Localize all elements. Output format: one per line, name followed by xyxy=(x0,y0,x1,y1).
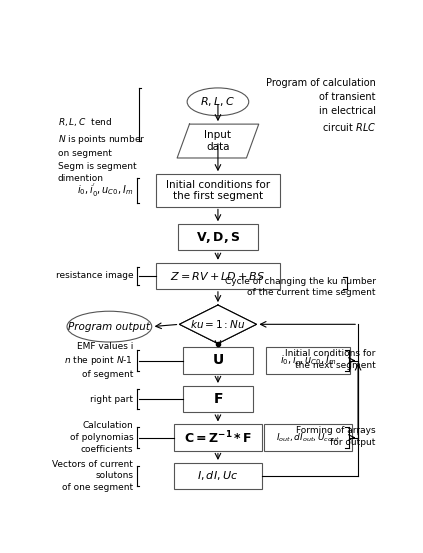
Text: Vectors of current
solutons
of one segment: Vectors of current solutons of one segme… xyxy=(52,460,133,492)
Polygon shape xyxy=(177,124,259,158)
FancyBboxPatch shape xyxy=(174,463,262,489)
Text: $ku=1:Nu$: $ku=1:Nu$ xyxy=(190,319,246,330)
Text: Calculation
of polynomias
coefficients: Calculation of polynomias coefficients xyxy=(70,421,133,454)
Polygon shape xyxy=(179,305,256,343)
Text: Program output: Program output xyxy=(69,322,150,332)
Text: $I_{out}, dI_{out}, U_{cout}$: $I_{out}, dI_{out}, U_{cout}$ xyxy=(276,431,340,444)
Text: Initial conditions for
the first segment: Initial conditions for the first segment xyxy=(166,180,270,201)
FancyBboxPatch shape xyxy=(157,263,280,289)
FancyBboxPatch shape xyxy=(178,224,258,251)
FancyBboxPatch shape xyxy=(183,386,253,412)
FancyBboxPatch shape xyxy=(157,174,280,206)
Text: resistance image: resistance image xyxy=(55,272,133,280)
Text: right part: right part xyxy=(90,394,133,404)
Text: Cycle of changing the ku number
of the current time segment: Cycle of changing the ku number of the c… xyxy=(225,276,376,298)
Text: $Z = RV + LD + BS$: $Z = RV + LD + BS$ xyxy=(170,270,266,282)
Text: $R, L, C$  tend
$N$ is points number
on segment
Segm is segment
dimention: $R, L, C$ tend $N$ is points number on s… xyxy=(58,117,145,184)
Text: Initial conditions for
the next segment: Initial conditions for the next segment xyxy=(286,349,376,370)
Text: $\mathbf{C=Z^{-1}*F}$: $\mathbf{C=Z^{-1}*F}$ xyxy=(184,429,252,446)
Text: EMF values i
$n$ the point $N$-1
of segment: EMF values i $n$ the point $N$-1 of segm… xyxy=(64,342,133,379)
Text: $\mathbf{F}$: $\mathbf{F}$ xyxy=(213,392,223,406)
FancyBboxPatch shape xyxy=(174,424,262,451)
Text: $R, L, C$: $R, L, C$ xyxy=(201,95,236,108)
Text: Program of calculation
of transient
in electrical
circuit $RLC$: Program of calculation of transient in e… xyxy=(266,78,376,133)
Text: $\mathbf{U}$: $\mathbf{U}$ xyxy=(212,353,224,368)
Text: Input
data: Input data xyxy=(204,131,231,152)
FancyBboxPatch shape xyxy=(266,347,350,374)
FancyBboxPatch shape xyxy=(183,347,253,374)
Ellipse shape xyxy=(187,88,249,116)
Ellipse shape xyxy=(67,311,152,342)
Text: $\mathbf{V, D, S}$: $\mathbf{V, D, S}$ xyxy=(196,230,240,245)
Text: $i_0, i_0^{'}, u_{C0}, I_m$: $i_0, i_0^{'}, u_{C0}, I_m$ xyxy=(77,181,133,199)
Text: $I, dI, Uc$: $I, dI, Uc$ xyxy=(198,469,239,483)
Text: Forming of arrays
for output: Forming of arrays for output xyxy=(296,426,376,447)
Text: $i_0, i_0^{'}, u_{C0}, I_m$: $i_0, i_0^{'}, u_{C0}, I_m$ xyxy=(280,352,336,369)
FancyBboxPatch shape xyxy=(264,424,352,451)
